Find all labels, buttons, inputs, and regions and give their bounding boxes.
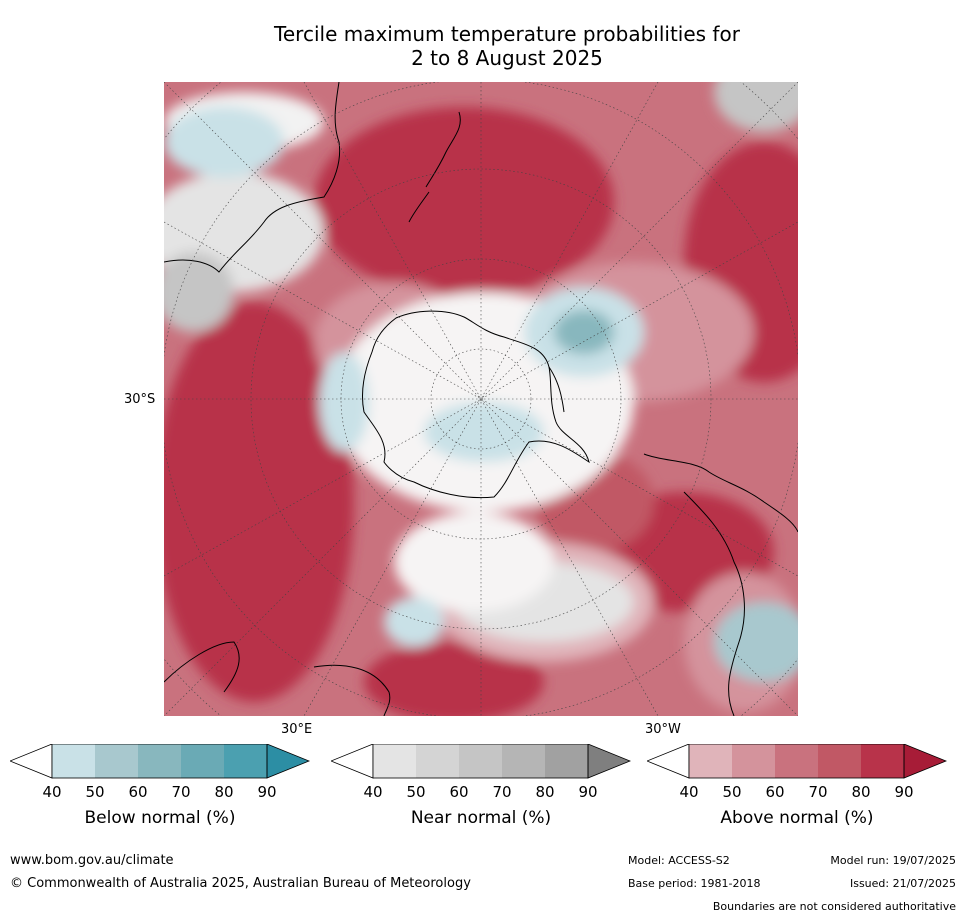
colorbar-tick-label: 90 xyxy=(257,783,277,801)
colorbar-tick-label: 40 xyxy=(679,783,699,801)
region-below xyxy=(424,402,544,462)
disclaimer-text: Boundaries are not considered authoritat… xyxy=(712,900,956,913)
colorbar-tick-label: 60 xyxy=(449,783,469,801)
colorbar-tick-label: 50 xyxy=(406,783,426,801)
issued-text: Issued: 21/07/2025 xyxy=(849,877,956,890)
colorbar-label-above: Above normal (%) xyxy=(720,808,874,828)
colorbar-segment xyxy=(502,744,545,778)
colorbar-tick-label: 40 xyxy=(42,783,62,801)
region-below xyxy=(714,602,798,682)
map-title: Tercile maximum temperature probabilitie… xyxy=(164,22,850,70)
longitude-label-30w: 30°W xyxy=(645,722,681,737)
region-near xyxy=(714,82,798,132)
colorbar-label-below: Below normal (%) xyxy=(84,808,236,828)
colorbar-tick-label: 70 xyxy=(171,783,191,801)
colorbar-tick-label: 60 xyxy=(765,783,785,801)
colorbar-tick-label: 40 xyxy=(363,783,383,801)
colorbar-near-normal xyxy=(331,744,631,779)
colorbar-segment xyxy=(373,744,416,778)
colorbar-extend-high xyxy=(903,744,947,779)
colorbar-segment xyxy=(732,744,775,778)
region-below xyxy=(554,310,614,354)
colorbar-tick-label: 80 xyxy=(535,783,555,801)
website-link[interactable]: www.bom.gov.au/climate xyxy=(10,853,174,868)
antarctic-peninsula xyxy=(548,366,565,413)
colorbar-segment xyxy=(775,744,818,778)
colorbar-outline xyxy=(372,744,589,779)
colorbar-tick-label: 90 xyxy=(894,783,914,801)
colorbar-segment xyxy=(545,744,588,778)
colorbar-tick-label: 50 xyxy=(85,783,105,801)
region-above-dark xyxy=(314,107,614,297)
colorbar-extend-low xyxy=(331,744,374,779)
antarctica-coastline xyxy=(361,310,590,499)
title-line-1: Tercile maximum temperature probabilitie… xyxy=(274,22,740,46)
colorbar-tick-label: 50 xyxy=(722,783,742,801)
colorbar-segment xyxy=(95,744,138,778)
colorbar-below-normal xyxy=(10,744,310,779)
region-below xyxy=(384,597,444,647)
base-period-text: Base period: 1981-2018 xyxy=(628,877,761,890)
colorbar-extend-low xyxy=(647,744,690,779)
colorbar-outline xyxy=(51,744,268,779)
colorbar-extend-high xyxy=(266,744,310,779)
colorbar-segment xyxy=(818,744,861,778)
colorbar-above-normal xyxy=(647,744,947,779)
latitude-label-30s: 30°S xyxy=(124,392,156,407)
colorbar-tick-label: 60 xyxy=(128,783,148,801)
new-zealand-coastline xyxy=(408,111,461,223)
probability-map xyxy=(164,82,798,716)
model-text: Model: ACCESS-S2 xyxy=(628,854,730,867)
australia-coastline xyxy=(164,82,341,273)
colorbar-extend-high xyxy=(587,744,631,779)
region-above-dark xyxy=(164,302,354,702)
longitude-label-30e: 30°E xyxy=(281,722,313,737)
colorbar-segment xyxy=(224,744,267,778)
colorbar-tick-label: 80 xyxy=(851,783,871,801)
colorbar-tick-label: 90 xyxy=(578,783,598,801)
colorbar-segment xyxy=(416,744,459,778)
region-above-dark xyxy=(364,642,544,716)
south-america-coastline xyxy=(643,453,798,716)
model-run-text: Model run: 19/07/2025 xyxy=(830,854,956,867)
africa-coastline xyxy=(164,641,391,716)
colorbar-extend-low xyxy=(10,744,53,779)
colorbar-outline xyxy=(688,744,905,779)
colorbar-segment xyxy=(138,744,181,778)
copyright-text: © Commonwealth of Australia 2025, Austra… xyxy=(10,876,471,891)
region-below xyxy=(319,352,369,452)
colorbar-segment xyxy=(181,744,224,778)
colorbar-tick-label: 70 xyxy=(492,783,512,801)
colorbar-segment xyxy=(689,744,732,778)
colorbar-tick-label: 70 xyxy=(808,783,828,801)
region-white xyxy=(394,512,554,612)
colorbar-label-near: Near normal (%) xyxy=(410,808,552,828)
colorbar-tick-label: 80 xyxy=(214,783,234,801)
colorbar-segment xyxy=(861,744,904,778)
region-near xyxy=(164,252,234,332)
colorbar-segment xyxy=(52,744,95,778)
graticule xyxy=(164,82,798,716)
title-line-2: 2 to 8 August 2025 xyxy=(411,46,603,70)
colorbar-segment xyxy=(459,744,502,778)
